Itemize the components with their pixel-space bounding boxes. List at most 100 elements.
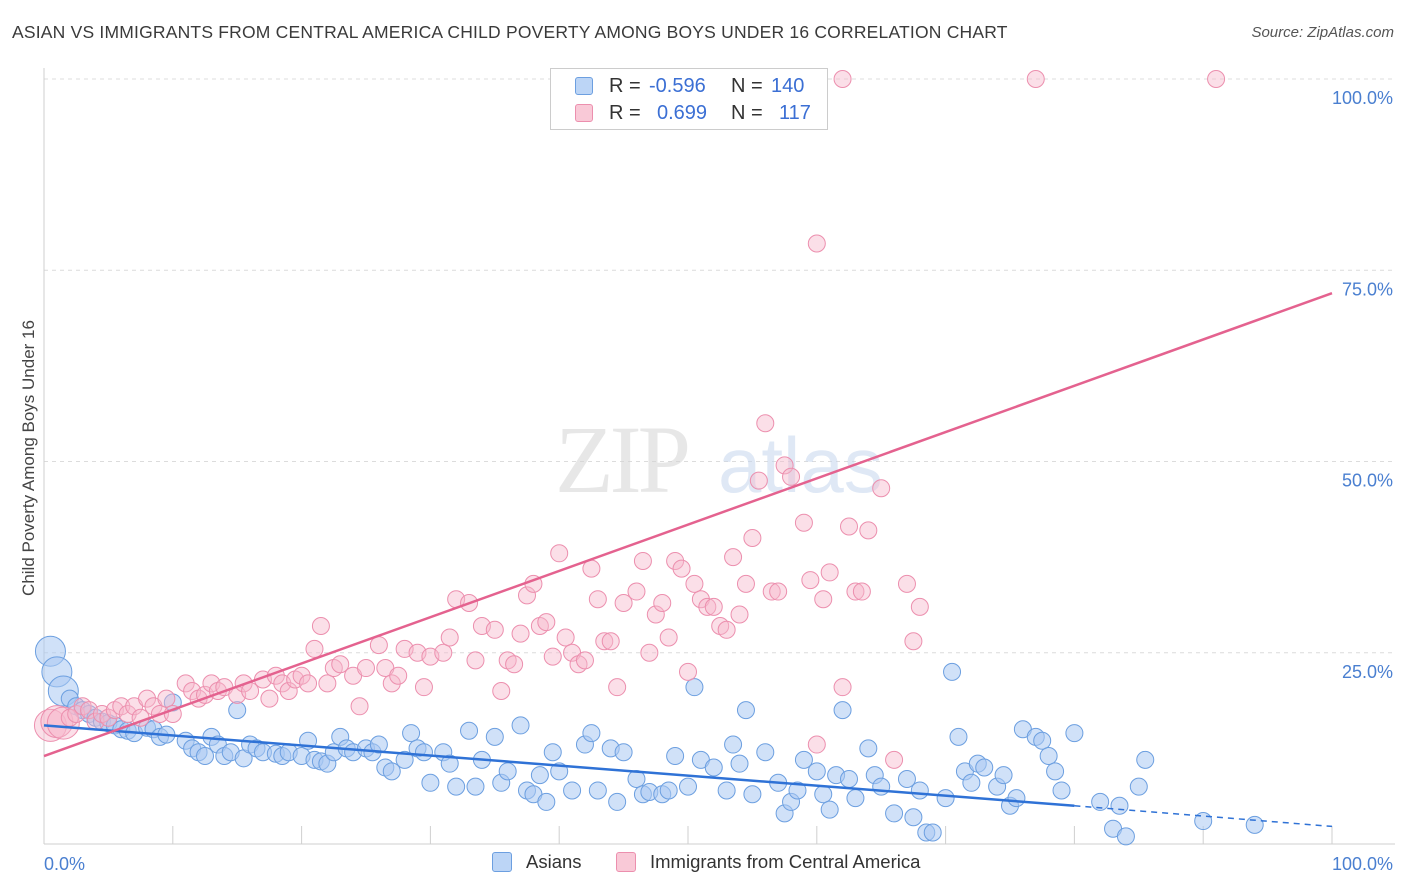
immigrants-point <box>112 697 131 716</box>
immigrants-point <box>608 678 627 697</box>
asians-point <box>1052 781 1071 800</box>
asians-point <box>820 800 839 819</box>
immigrants-point <box>833 70 852 88</box>
immigrants-point <box>859 521 878 540</box>
asians-point <box>466 777 485 796</box>
legend-item-immigrants[interactable]: Immigrants from Central America <box>616 851 920 873</box>
immigrants-point <box>775 456 794 475</box>
immigrants-point <box>794 513 813 532</box>
asians-point <box>1033 731 1052 750</box>
asians-point <box>807 762 826 781</box>
asians-point <box>485 727 504 746</box>
immigrants-swatch <box>575 104 593 122</box>
x-tick-label: 100.0% <box>1332 854 1393 874</box>
asians-point <box>962 773 981 792</box>
immigrants-point <box>807 735 826 754</box>
asians-point <box>402 724 421 743</box>
immigrants-point <box>885 750 904 769</box>
immigrants-point <box>872 479 891 498</box>
asians-point <box>724 735 743 754</box>
tick-labels: 25.0% 50.0% 75.0% 100.0% 0.0% 100.0% <box>44 88 1393 874</box>
immigrants-point <box>762 582 781 601</box>
immigrants-point <box>382 674 401 693</box>
r-label: R = <box>609 74 641 97</box>
asians-point <box>885 804 904 823</box>
asians-point <box>685 678 704 697</box>
immigrants-point <box>311 616 330 635</box>
asians-point <box>537 792 556 811</box>
asians-point <box>228 701 247 720</box>
immigrants-legend-swatch <box>616 852 636 872</box>
immigrants-point <box>1207 70 1226 88</box>
watermark: ZIP atlas <box>555 406 883 513</box>
asians-point <box>730 754 749 773</box>
immigrants-point <box>1026 70 1045 88</box>
immigrants-point <box>749 471 768 490</box>
immigrants-point <box>897 574 916 593</box>
immigrants-point <box>305 639 324 658</box>
asians-point <box>904 808 923 827</box>
immigrants-point <box>492 682 511 700</box>
asians-point <box>414 743 433 762</box>
asians-point <box>1039 747 1058 766</box>
immigrants-point <box>814 590 833 609</box>
r-value: 0.699 <box>657 101 708 124</box>
asians-point <box>440 754 459 773</box>
immigrants-point <box>157 689 176 708</box>
immigrants-point <box>756 414 775 433</box>
immigrants-point <box>646 605 665 624</box>
immigrants-point <box>357 659 375 678</box>
source-credit: Source: ZipAtlas.com <box>1251 24 1394 41</box>
immigrants-point <box>640 643 659 662</box>
asians-trend-line <box>43 724 1075 807</box>
immigrants-point <box>769 582 788 601</box>
r-label: R = <box>609 101 641 124</box>
asians-point <box>814 785 833 804</box>
asians-point <box>897 769 916 788</box>
asians-legend-swatch <box>492 852 512 872</box>
asians-point <box>859 739 878 758</box>
asians-point <box>788 781 807 800</box>
immigrants-point <box>840 517 858 536</box>
n-label: N = <box>731 101 763 124</box>
immigrants-point <box>389 666 408 685</box>
asians-point <box>704 758 723 777</box>
immigrants-point <box>679 662 697 681</box>
asians-point <box>1116 827 1135 846</box>
asians-point <box>975 758 994 777</box>
immigrants-point <box>672 559 691 578</box>
y-axis-label: Child Poverty Among Boys Under 16 <box>19 320 38 596</box>
immigrants-point <box>724 548 743 567</box>
asians-point <box>794 750 813 769</box>
immigrants-point <box>537 613 556 632</box>
asians-point <box>614 743 633 762</box>
asians-point <box>666 747 685 766</box>
asians-point <box>382 762 401 781</box>
immigrants-point <box>505 655 524 674</box>
asians-point <box>872 777 891 796</box>
stats-row-immigrants: R = 0.699 N = 117 <box>575 100 811 126</box>
asians-point <box>1129 777 1148 796</box>
watermark-atlas: atlas <box>718 421 883 509</box>
legend-item-asians[interactable]: Asians <box>492 851 582 873</box>
immigrants-point <box>588 590 607 609</box>
asians-point <box>717 781 736 800</box>
y-tick-label: 50.0% <box>1342 471 1393 491</box>
immigrants-point <box>717 620 736 639</box>
asians-point <box>460 721 479 740</box>
immigrants-point <box>801 571 820 590</box>
immigrants-point <box>685 574 704 593</box>
asians-point <box>421 773 440 792</box>
immigrants-point <box>833 678 852 697</box>
immigrants-trend-line <box>43 292 1333 758</box>
asians-point <box>1091 792 1110 811</box>
asians-point <box>543 743 562 762</box>
immigrants-point <box>543 647 562 666</box>
immigrants-point <box>511 624 530 643</box>
chart-title: ASIAN VS IMMIGRANTS FROM CENTRAL AMERICA… <box>12 22 1008 42</box>
immigrants-point <box>434 643 453 662</box>
asians-point <box>910 781 929 800</box>
immigrants-point <box>260 689 279 708</box>
immigrants-point <box>299 674 318 693</box>
asians-point <box>498 762 517 781</box>
